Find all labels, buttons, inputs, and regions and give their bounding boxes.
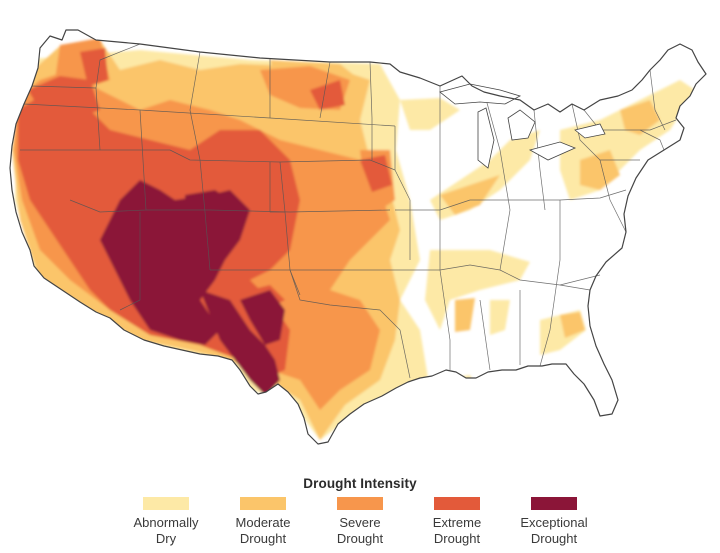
legend-label-extreme-drought: Extreme Drought xyxy=(432,515,482,546)
legend-swatch-severe-drought xyxy=(337,497,383,510)
legend-label-abnormally-dry: Abnormally Dry xyxy=(133,515,199,546)
legend-swatch-moderate-drought xyxy=(240,497,286,510)
legend-swatch-exceptional-drought xyxy=(531,497,577,510)
legend-item-moderate-drought: Moderate Drought xyxy=(219,497,307,547)
drought-legend: Drought Intensity Abnormally Dry Moderat… xyxy=(120,476,600,547)
great-lakes xyxy=(439,83,606,169)
legend-label-moderate-drought: Moderate Drought xyxy=(235,515,291,546)
legend-item-extreme-drought: Extreme Drought xyxy=(413,497,501,547)
us-outline xyxy=(9,29,707,445)
legend-swatch-abnormally-dry xyxy=(143,497,189,510)
legend-label-severe-drought: Severe Drought xyxy=(336,515,384,546)
legend-title: Drought Intensity xyxy=(303,476,417,491)
legend-label-exceptional-drought: Exceptional Drought xyxy=(520,515,588,546)
legend-item-abnormally-dry: Abnormally Dry xyxy=(122,497,210,547)
legend-items: Abnormally Dry Moderate Drought Severe D… xyxy=(120,497,600,547)
legend-item-exceptional-drought: Exceptional Drought xyxy=(510,497,598,547)
legend-swatch-extreme-drought xyxy=(434,497,480,510)
state-borders xyxy=(20,43,677,379)
exceptional-drought-areas xyxy=(100,180,285,396)
us-drought-map xyxy=(9,29,707,445)
legend-item-severe-drought: Severe Drought xyxy=(316,497,404,547)
